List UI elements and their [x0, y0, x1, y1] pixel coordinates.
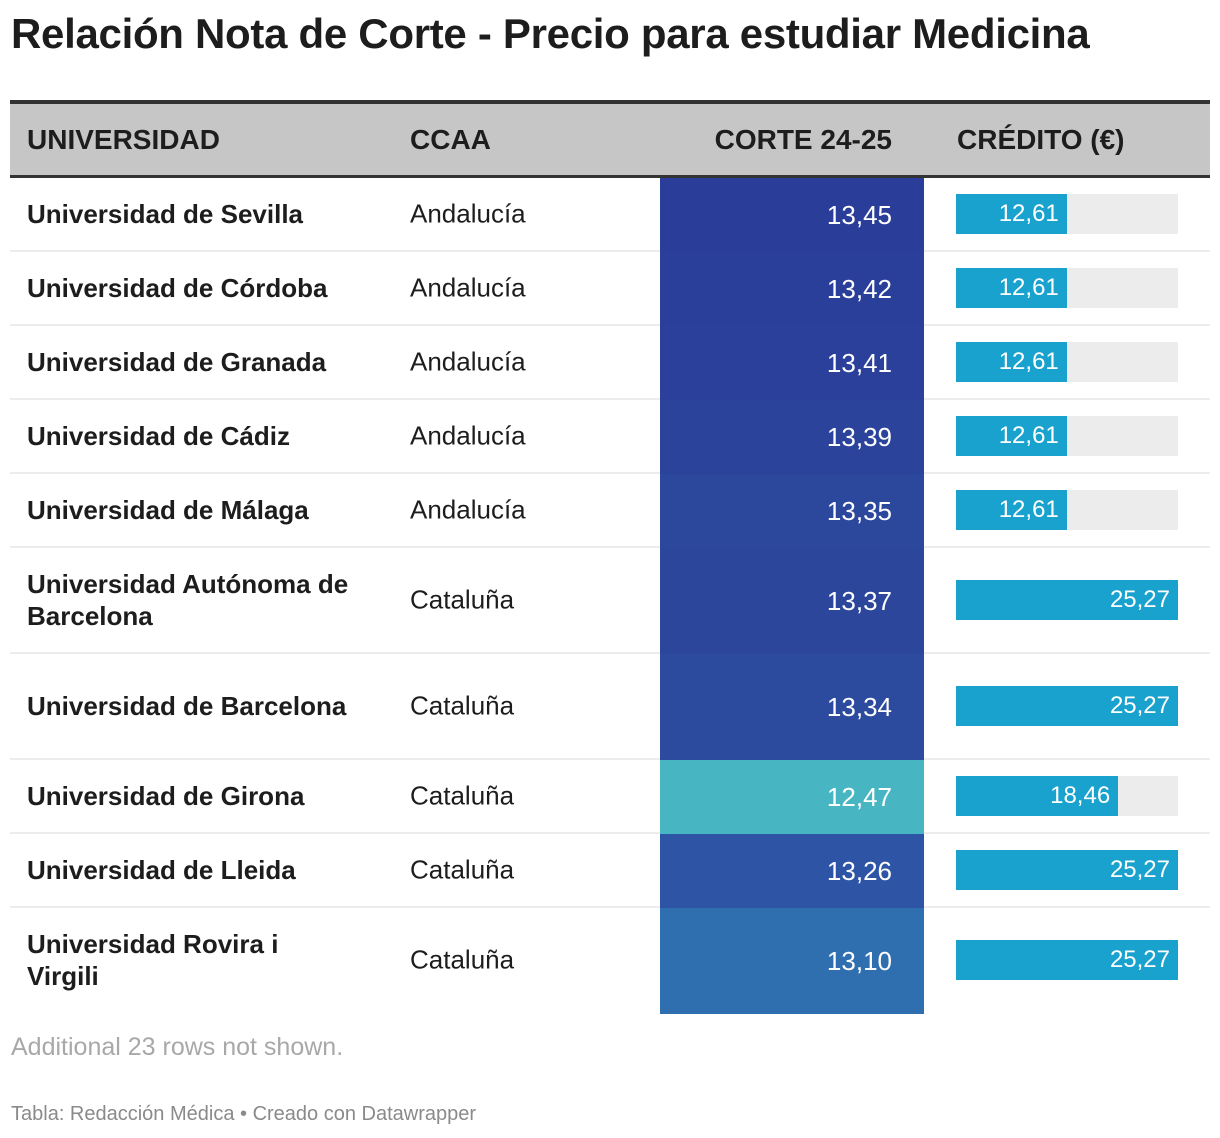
- corte-cell: 13,42: [660, 252, 924, 326]
- corte-value: 13,39: [826, 421, 892, 452]
- ccaa-cell: Andalucía: [410, 272, 526, 303]
- credito-bar-fill: 18,46: [956, 776, 1119, 816]
- corte-value: 12,47: [826, 781, 892, 812]
- corte-cell: 13,41: [660, 326, 924, 400]
- ccaa-cell: Cataluña: [410, 690, 515, 721]
- table-row: Universidad de Córdoba Andalucía 13,42 1…: [10, 252, 1210, 326]
- corte-cell: 13,34: [660, 654, 924, 760]
- table-row: Universidad de Sevilla Andalucía 13,45 1…: [10, 178, 1210, 252]
- credito-bar-track: 25,27: [956, 940, 1178, 980]
- corte-value: 13,26: [826, 855, 892, 886]
- ccaa-cell: Cataluña: [410, 780, 515, 811]
- ccaa-cell: Andalucía: [410, 198, 526, 229]
- credito-bar-fill: 25,27: [956, 940, 1178, 980]
- credito-bar-track: 12,61: [956, 342, 1178, 382]
- corte-cell: 13,26: [660, 834, 924, 908]
- ccaa-cell: Cataluña: [410, 584, 515, 615]
- table-row: Universidad de Girona Cataluña 12,47 18,…: [10, 760, 1210, 834]
- credito-bar-fill: 12,61: [956, 490, 1067, 530]
- table-row: Universidad de Lleida Cataluña 13,26 25,…: [10, 834, 1210, 908]
- universidad-cell: Universidad de Sevilla: [27, 199, 304, 229]
- ccaa-cell: Cataluña: [410, 944, 515, 975]
- corte-value: 13,34: [826, 691, 892, 722]
- credito-bar-track: 12,61: [956, 268, 1178, 308]
- universidad-cell: Universidad Rovira i Virgili: [27, 929, 279, 991]
- credito-bar-track: 25,27: [956, 580, 1178, 620]
- credito-bar-track: 25,27: [956, 850, 1178, 890]
- corte-value: 13,35: [826, 495, 892, 526]
- header-universidad[interactable]: UNIVERSIDAD: [27, 123, 220, 155]
- universidad-cell: Universidad de Granada: [27, 347, 327, 377]
- table-row: Universidad de Granada Andalucía 13,41 1…: [10, 326, 1210, 400]
- credito-bar-track: 25,27: [956, 686, 1178, 726]
- corte-value: 13,42: [826, 273, 892, 304]
- credito-bar-fill: 25,27: [956, 850, 1178, 890]
- table-row: Universidad de Cádiz Andalucía 13,39 12,…: [10, 400, 1210, 474]
- corte-cell: 13,39: [660, 400, 924, 474]
- credito-bar-track: 12,61: [956, 194, 1178, 234]
- credito-bar-fill: 12,61: [956, 342, 1067, 382]
- universidad-cell: Universidad de Girona: [27, 781, 305, 811]
- ccaa-cell: Andalucía: [410, 420, 526, 451]
- corte-value: 13,41: [826, 347, 892, 378]
- corte-cell: 13,45: [660, 178, 924, 252]
- source-footer: Tabla: Redacción Médica • Creado con Dat…: [11, 1103, 477, 1125]
- universidad-cell: Universidad Autónoma de Barcelona: [27, 569, 349, 631]
- header-ccaa[interactable]: CCAA: [410, 123, 491, 155]
- corte-cell: 13,10: [660, 908, 924, 1014]
- ccaa-cell: Andalucía: [410, 346, 526, 377]
- header-corte[interactable]: CORTE 24-25: [714, 123, 892, 155]
- corte-value: 13,45: [826, 199, 892, 230]
- table-body: Universidad de Sevilla Andalucía 13,45 1…: [10, 178, 1210, 1014]
- rows-not-shown-note: Additional 23 rows not shown.: [11, 1033, 344, 1061]
- corte-value: 13,10: [826, 945, 892, 976]
- corte-cell: 12,47: [660, 760, 924, 834]
- table-row: Universidad de Barcelona Cataluña 13,34 …: [10, 654, 1210, 760]
- credito-bar-fill: 12,61: [956, 268, 1067, 308]
- corte-cell: 13,37: [660, 548, 924, 654]
- universidad-cell: Universidad de Córdoba: [27, 273, 328, 303]
- data-table: UNIVERSIDAD CCAA CORTE 24-25 CRÉDITO (€)…: [10, 100, 1210, 1014]
- credito-bar-track: 18,46: [956, 776, 1178, 816]
- corte-cell: 13,35: [660, 474, 924, 548]
- ccaa-cell: Andalucía: [410, 494, 526, 525]
- table-row: Universidad de Málaga Andalucía 13,35 12…: [10, 474, 1210, 548]
- credito-bar-track: 12,61: [956, 490, 1178, 530]
- credito-bar-fill: 12,61: [956, 416, 1067, 456]
- credito-bar-fill: 25,27: [956, 686, 1178, 726]
- ccaa-cell: Cataluña: [410, 854, 515, 885]
- table-row: Universidad Rovira i Virgili Cataluña 13…: [10, 908, 1210, 1014]
- credito-bar-fill: 25,27: [956, 580, 1178, 620]
- credito-bar-fill: 12,61: [956, 194, 1067, 234]
- universidad-cell: Universidad de Cádiz: [27, 421, 290, 451]
- corte-value: 13,37: [826, 585, 892, 616]
- universidad-cell: Universidad de Málaga: [27, 495, 309, 525]
- table-row: Universidad Autónoma de Barcelona Catalu…: [10, 548, 1210, 654]
- header-credito[interactable]: CRÉDITO (€): [957, 123, 1125, 155]
- universidad-cell: Universidad de Lleida: [27, 855, 296, 885]
- page-title: Relación Nota de Corte - Precio para est…: [11, 10, 1090, 57]
- universidad-cell: Universidad de Barcelona: [27, 691, 347, 721]
- table-header: UNIVERSIDAD CCAA CORTE 24-25 CRÉDITO (€): [10, 104, 1210, 178]
- credito-bar-track: 12,61: [956, 416, 1178, 456]
